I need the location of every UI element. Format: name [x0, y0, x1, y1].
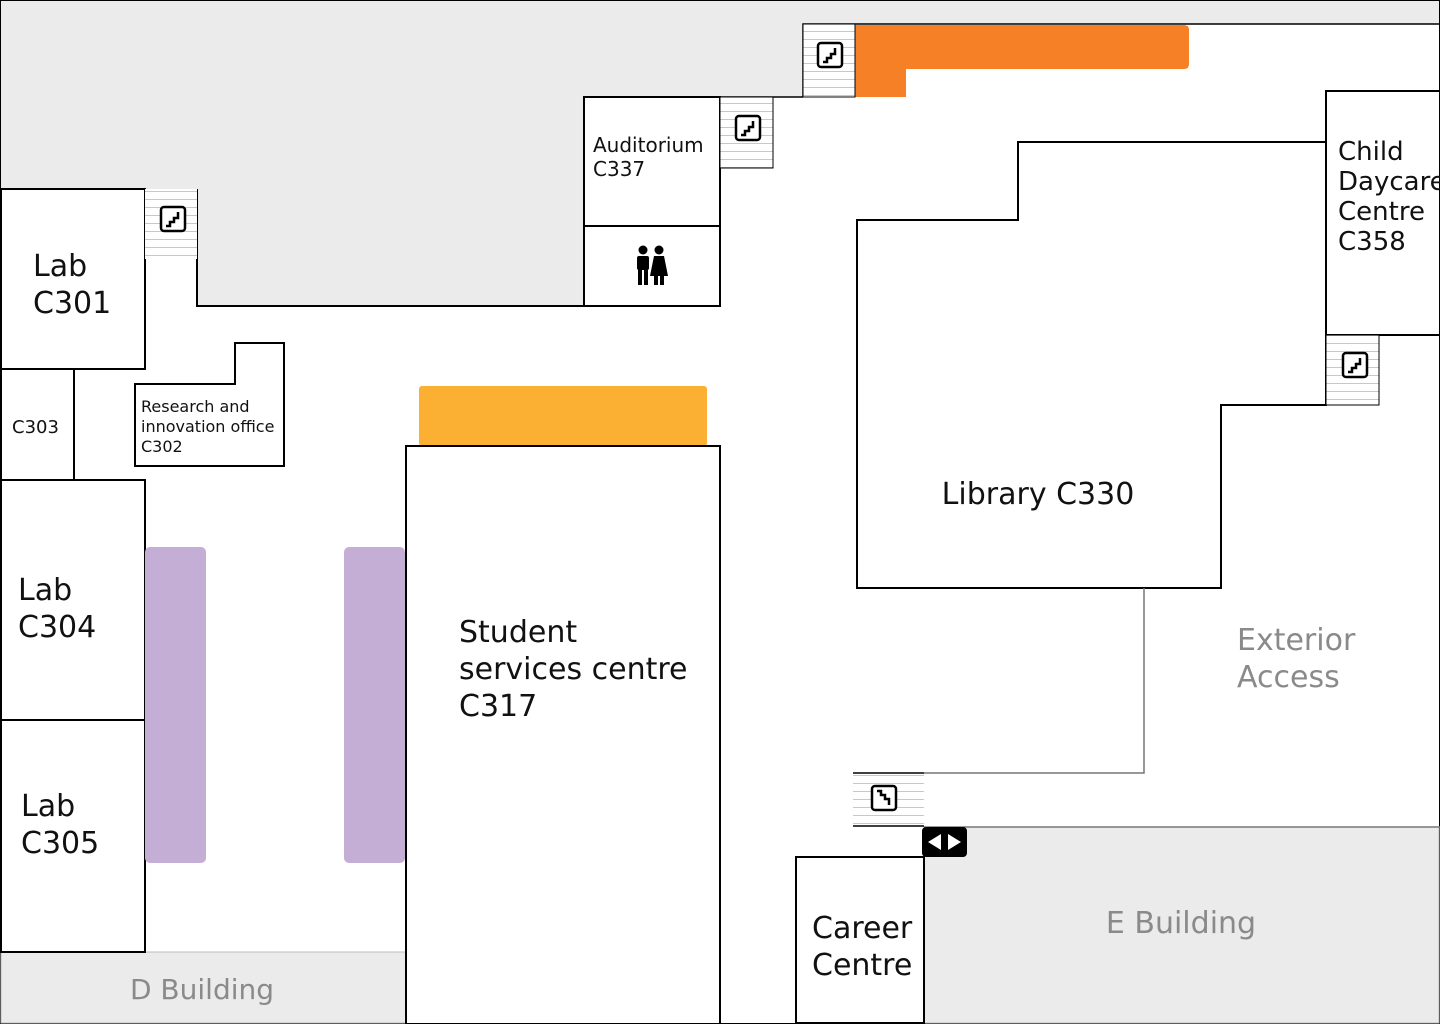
svg-text:Lab C305: Lab C305	[21, 789, 99, 861]
room-auditorium-c337[interactable]: Auditorium C337	[583, 96, 721, 227]
e-building-area: E Building	[923, 826, 1440, 1024]
svg-text:Child Daycare Cent: Child Daycare Centre C358	[1338, 137, 1440, 257]
stairwell-auditorium[interactable]	[719, 96, 774, 169]
d-building-label: D Building	[130, 973, 274, 1006]
room-career-centre[interactable]: Career Centre	[795, 856, 925, 1024]
svg-text:Exterior Access: Exterior Access	[1237, 623, 1365, 695]
svg-text:Library C330: Library C330	[942, 477, 1135, 512]
yellow-block	[419, 386, 707, 446]
stairs-icon	[816, 41, 844, 69]
room-lab-c301[interactable]: Lab C301	[0, 188, 146, 370]
purple-area-right	[344, 547, 405, 863]
stairs-icon	[1341, 351, 1369, 379]
stairwell-top[interactable]	[802, 23, 856, 98]
stairwell-bottom[interactable]	[853, 772, 924, 827]
room-c303[interactable]: C303	[0, 368, 75, 481]
stairwell-top-left[interactable]	[145, 189, 197, 259]
room-student-services-c317[interactable]: Student services centre C317	[405, 445, 721, 1024]
svg-text:C303: C303	[12, 417, 59, 438]
svg-text:Lab C304: Lab C304	[18, 573, 96, 645]
d-building-area: D Building	[0, 951, 407, 1024]
stairs-icon	[734, 114, 762, 142]
room-research-office-c302[interactable]: Research and innovation office C302	[134, 342, 285, 467]
room-lab-c304[interactable]: Lab C304	[0, 479, 146, 721]
e-building-label: E Building	[1106, 906, 1256, 941]
exterior-top-area	[1, 1, 1439, 306]
room-child-daycare-c358[interactable]: Child Daycare Centre C358	[1325, 90, 1440, 336]
stairs-icon	[159, 205, 187, 233]
svg-text:Student services centre: Student services centre C317	[459, 615, 697, 724]
left-right-arrows-icon[interactable]	[922, 827, 967, 857]
stairwell-daycare[interactable]	[1325, 334, 1380, 406]
purple-area-left	[145, 547, 206, 863]
svg-text:Auditorium C337: Auditorium C337	[593, 133, 710, 181]
svg-text:Research and innovation: Research and innovation office C302	[141, 397, 280, 456]
exterior-access-area: Exterior Access	[924, 588, 1440, 828]
svg-text:Lab C301: Lab C301	[33, 249, 111, 321]
restroom[interactable]	[583, 225, 721, 307]
room-library-c330[interactable]: Library C330	[856, 141, 1327, 589]
stairs-down-icon	[870, 784, 898, 812]
orange-block	[855, 25, 1189, 97]
room-lab-c305[interactable]: Lab C305	[0, 719, 146, 953]
restroom-icon	[637, 245, 668, 285]
svg-text:Career Centre: Career Centre	[812, 911, 922, 983]
